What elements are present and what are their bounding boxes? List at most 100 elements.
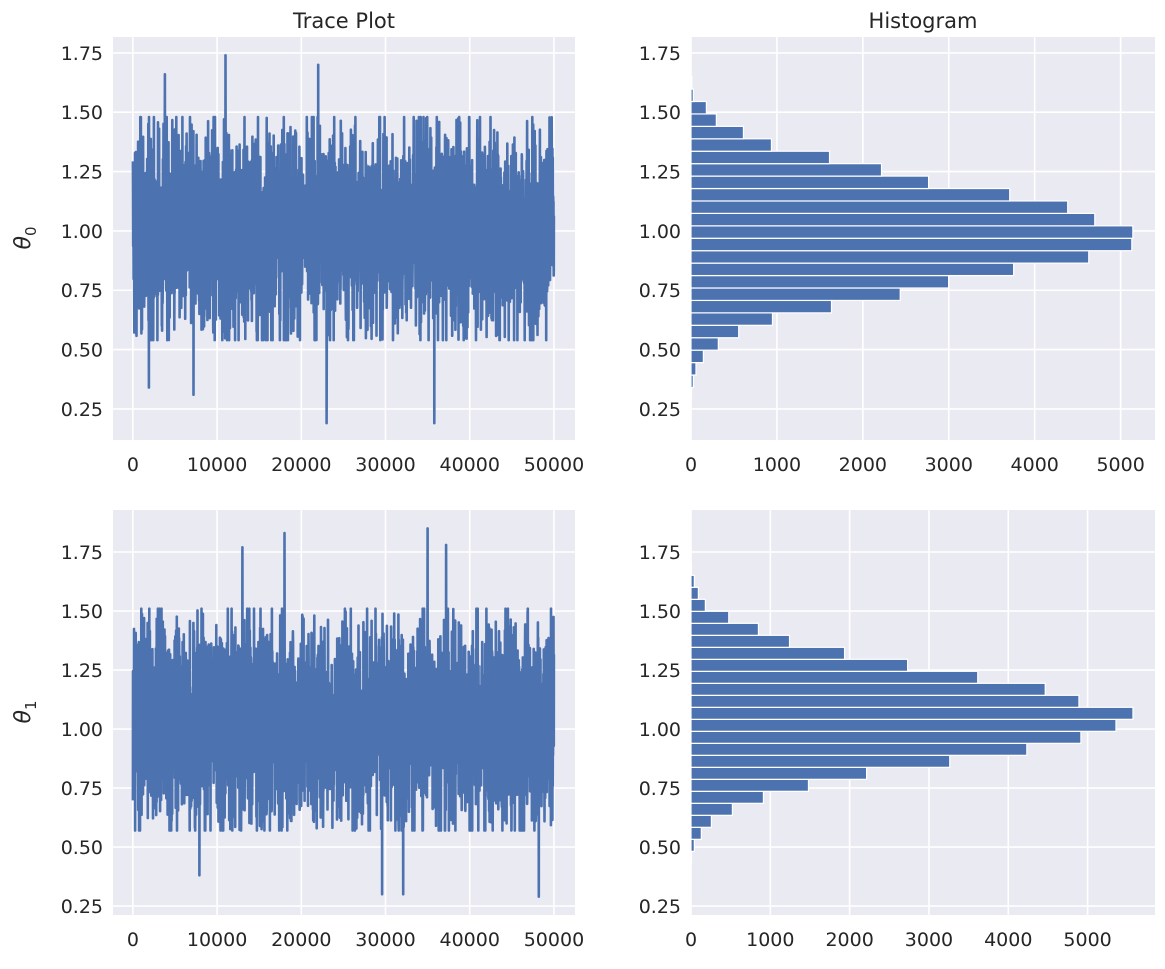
histogram-bar bbox=[690, 742, 1028, 756]
x-tick-label: 0 bbox=[685, 929, 697, 951]
histogram-bar bbox=[690, 374, 694, 389]
histogram-bar bbox=[690, 150, 831, 165]
histogram-bar bbox=[690, 730, 1082, 744]
y-tick-label: 0.75 bbox=[61, 778, 103, 800]
y-tick-label: 1.00 bbox=[639, 719, 681, 741]
x-tick-label: 1000 bbox=[746, 929, 794, 951]
y-axis-label-theta1: θ1 bbox=[11, 700, 40, 723]
y-tick-label: 1.50 bbox=[639, 601, 681, 623]
x-tick-label: 4000 bbox=[984, 929, 1032, 951]
y-tick-label: 1.50 bbox=[61, 601, 103, 623]
x-tick-label: 20000 bbox=[271, 929, 331, 951]
x-tick-label: 2000 bbox=[825, 929, 873, 951]
x-tick-label: 40000 bbox=[440, 454, 500, 476]
histogram-bar bbox=[690, 324, 740, 339]
histogram-bar bbox=[690, 212, 1096, 227]
y-tick-label: 1.75 bbox=[639, 43, 681, 65]
x-tick-label: 2000 bbox=[839, 454, 887, 476]
y-tick-label: 1.75 bbox=[61, 43, 103, 65]
y-tick-label: 1.50 bbox=[61, 102, 103, 124]
histogram-bar bbox=[690, 790, 765, 804]
y-tick-label: 0.25 bbox=[61, 399, 103, 421]
histogram-bar bbox=[690, 250, 1090, 264]
histogram-bar bbox=[690, 634, 791, 648]
y-tick-label: 1.00 bbox=[61, 719, 103, 741]
histogram-bar bbox=[690, 706, 1134, 720]
histogram-bar bbox=[690, 175, 930, 190]
y-tick-label: 1.25 bbox=[61, 162, 103, 184]
y-tick-label: 1.00 bbox=[639, 221, 681, 243]
y-tick-label: 0.50 bbox=[639, 340, 681, 362]
x-tick-label: 5000 bbox=[1096, 454, 1144, 476]
trace-plot-title: Trace Plot bbox=[292, 9, 395, 33]
histogram-bar bbox=[690, 262, 1015, 277]
y-tick-label: 0.75 bbox=[639, 280, 681, 302]
histogram-bar bbox=[690, 850, 693, 864]
y-tick-label: 0.25 bbox=[61, 896, 103, 918]
histogram-bar bbox=[690, 386, 693, 401]
histogram-bar bbox=[690, 100, 707, 115]
histogram-bar bbox=[690, 225, 1134, 239]
histogram-bar bbox=[690, 766, 868, 780]
x-tick-label: 10000 bbox=[187, 454, 247, 476]
histogram-theta0: 0 1000 2000 3000 4000 5000 0.25 0.50 0.75 1.00 1.2… bbox=[639, 37, 1155, 476]
trace-plot-theta1: 0 10000 20000 30000 40000 50000 0.25 0.50 0.75 1.… bbox=[61, 510, 584, 951]
y-tick-label: 1.25 bbox=[639, 660, 681, 682]
x-tick-label: 0 bbox=[127, 929, 139, 951]
histogram-bar bbox=[690, 814, 712, 828]
y-tick-label: 0.50 bbox=[61, 837, 103, 859]
y-tick-label: 1.50 bbox=[639, 102, 681, 124]
histogram-bar bbox=[690, 778, 810, 792]
histogram-title: Histogram bbox=[869, 9, 978, 33]
histogram-bar bbox=[690, 237, 1133, 252]
histogram-bar bbox=[690, 826, 702, 840]
histogram-bar bbox=[690, 337, 719, 351]
histogram-bar bbox=[690, 200, 1069, 214]
x-tick-label: 1000 bbox=[753, 454, 801, 476]
x-tick-label: 5000 bbox=[1063, 929, 1111, 951]
x-tick-label: 30000 bbox=[355, 454, 415, 476]
histogram-bar bbox=[690, 622, 760, 636]
histogram-bar bbox=[690, 349, 704, 364]
histogram-bar bbox=[690, 682, 1046, 696]
histogram-bar bbox=[690, 646, 846, 660]
x-tick-label: 3000 bbox=[905, 929, 953, 951]
histogram-bar bbox=[690, 299, 833, 314]
histogram-bar bbox=[690, 274, 950, 289]
histogram-bar bbox=[690, 562, 693, 576]
x-tick-label: 50000 bbox=[524, 929, 584, 951]
histogram-bar bbox=[690, 138, 773, 152]
histogram-bar bbox=[690, 287, 901, 302]
y-tick-label: 0.25 bbox=[639, 896, 681, 918]
histogram-bar bbox=[690, 694, 1080, 708]
x-tick-label: 30000 bbox=[355, 929, 415, 951]
histogram-bar bbox=[690, 670, 979, 684]
y-tick-label: 1.25 bbox=[639, 162, 681, 184]
histogram-bar bbox=[690, 361, 697, 376]
x-tick-label: 3000 bbox=[925, 454, 973, 476]
trace-line bbox=[131, 53, 556, 425]
y-tick-label: 0.75 bbox=[639, 778, 681, 800]
histogram-bar bbox=[690, 610, 730, 624]
histogram-bar bbox=[690, 125, 745, 140]
x-tick-label: 20000 bbox=[271, 454, 331, 476]
y-tick-label: 0.75 bbox=[61, 280, 103, 302]
y-tick-label: 1.00 bbox=[61, 221, 103, 243]
trace-line bbox=[131, 527, 556, 898]
histogram-bar bbox=[690, 163, 883, 177]
histogram-bar bbox=[690, 658, 909, 672]
x-tick-label: 10000 bbox=[187, 929, 247, 951]
histogram-bar bbox=[690, 598, 706, 612]
histogram-bar bbox=[690, 718, 1117, 732]
histogram-bar bbox=[690, 88, 694, 103]
x-tick-label: 40000 bbox=[440, 929, 500, 951]
x-tick-label: 0 bbox=[685, 454, 697, 476]
histogram-theta1: 0 1000 2000 3000 4000 5000 0.25 0.50 0.75 1.00 1.2… bbox=[639, 510, 1155, 951]
histogram-bar bbox=[690, 754, 951, 768]
histogram-bar bbox=[690, 802, 734, 816]
histogram-bar bbox=[690, 838, 695, 852]
y-tick-label: 1.25 bbox=[61, 660, 103, 682]
y-tick-label: 0.25 bbox=[639, 399, 681, 421]
histogram-bar bbox=[690, 586, 699, 600]
